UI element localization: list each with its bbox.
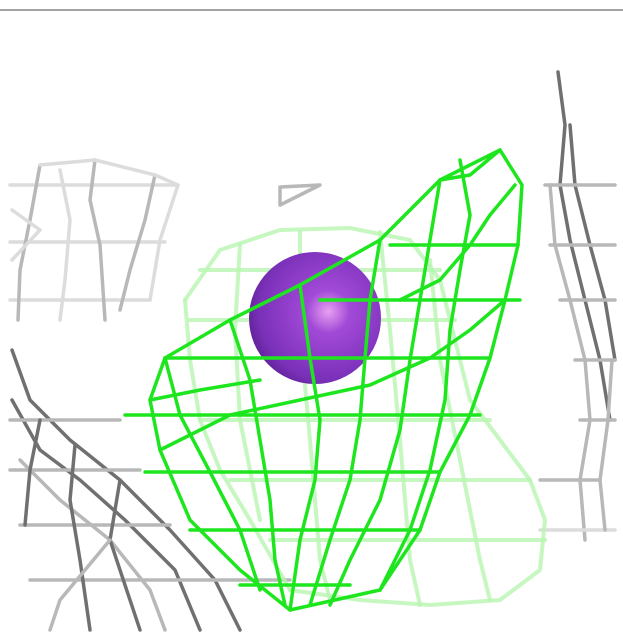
mesh-line: [428, 258, 492, 602]
green-mesh: [123, 148, 524, 612]
mesh-line: [58, 168, 72, 322]
mesh-line: [598, 358, 614, 532]
mesh-line: [10, 208, 42, 262]
mesh-line: [158, 298, 507, 452]
mesh-line: [328, 178, 442, 607]
mesh-line: [233, 243, 262, 522]
mesh-line: [378, 158, 472, 592]
mesh-line: [10, 398, 202, 632]
mesh-fragment: [278, 183, 322, 207]
mesh-line: [88, 158, 107, 322]
mesh-line: [38, 158, 180, 302]
mesh-line: [378, 230, 422, 607]
gray-mesh-right: [538, 70, 617, 542]
gray-mesh-left-lower: [8, 348, 292, 632]
sphere: [249, 252, 381, 384]
mesh-line: [228, 318, 287, 607]
mesh-line: [148, 378, 262, 402]
mesh-line: [438, 148, 502, 182]
mesh-line: [398, 183, 517, 302]
gray-mesh-left-upper: [8, 158, 180, 322]
mesh-line: [23, 418, 42, 527]
mesh-line: [108, 478, 142, 632]
mesh-line: [308, 238, 382, 607]
mesh-line: [68, 443, 92, 632]
mesh-line: [118, 173, 157, 312]
mesh-line: [48, 538, 112, 632]
mesh-outline: [148, 148, 524, 612]
mesh-line: [18, 458, 167, 632]
mesh-line: [288, 283, 322, 612]
